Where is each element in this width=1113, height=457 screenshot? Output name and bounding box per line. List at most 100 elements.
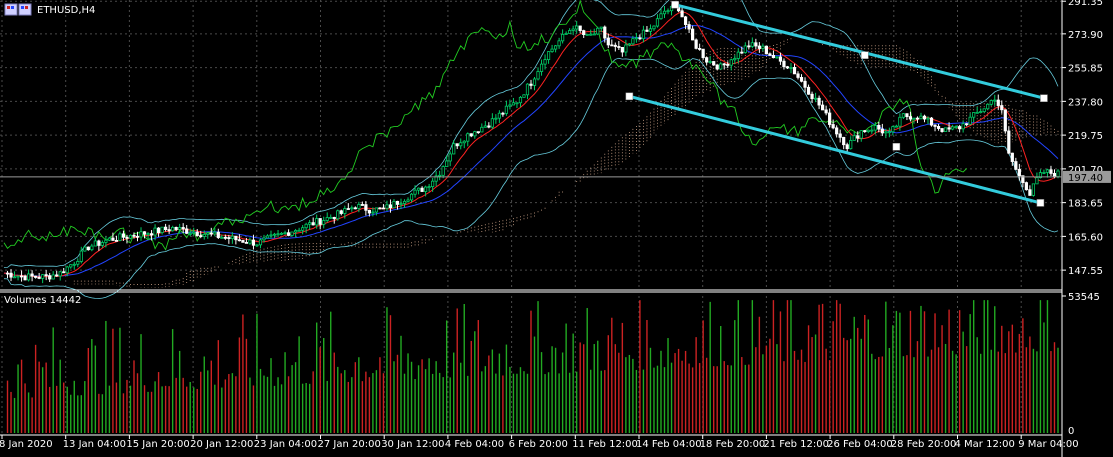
candle-body xyxy=(539,63,544,72)
x-tick-label: 8 Jan 2020 xyxy=(0,439,53,450)
candle-body xyxy=(167,229,171,232)
candle-body xyxy=(388,204,393,209)
candle-body xyxy=(304,223,308,229)
candle-body xyxy=(195,231,199,236)
candle-body xyxy=(901,113,906,118)
candle-body xyxy=(402,200,407,204)
candle-body xyxy=(286,232,291,236)
candle-body xyxy=(483,125,487,128)
x-tick-label: 27 Jan 20:00 xyxy=(318,439,381,450)
candle-body xyxy=(905,113,909,118)
candle-body xyxy=(870,129,874,132)
candle-body xyxy=(863,130,867,133)
candle-body xyxy=(606,37,610,46)
trend-channel[interactable] xyxy=(625,0,1048,207)
x-tick-label: 18 Feb 20:00 xyxy=(700,439,766,450)
candle-body xyxy=(729,59,733,66)
candle-body xyxy=(149,233,154,236)
candle-body xyxy=(374,207,379,213)
candle-body xyxy=(757,45,761,49)
candle-body xyxy=(9,272,13,278)
candle-body xyxy=(522,94,526,98)
candle-body xyxy=(1031,183,1036,196)
candle-body xyxy=(125,236,129,239)
candle-body xyxy=(142,231,147,235)
candle-body xyxy=(972,112,976,118)
candle-body xyxy=(19,275,24,278)
y-tick-label: 147.55 xyxy=(1068,266,1103,277)
candle-body xyxy=(381,207,386,210)
candle-body xyxy=(272,233,277,236)
candle-body xyxy=(244,241,249,244)
candle-body xyxy=(546,51,551,61)
candle-body xyxy=(34,275,38,278)
candle-body xyxy=(880,128,884,134)
candle-body xyxy=(171,226,175,232)
candle-body xyxy=(350,207,354,210)
candle-body xyxy=(459,142,463,147)
candle-body xyxy=(613,44,617,47)
candle-body xyxy=(220,236,224,239)
candle-body xyxy=(715,64,719,70)
candle-body xyxy=(44,274,48,277)
candle-body xyxy=(241,240,245,243)
candle-body xyxy=(768,53,772,56)
candle-body xyxy=(775,56,779,59)
candle-body xyxy=(395,200,400,205)
candle-body xyxy=(360,204,364,206)
candle-body xyxy=(831,124,835,129)
candle-body xyxy=(12,276,17,279)
candle-body xyxy=(156,227,161,234)
candle-body xyxy=(427,186,431,189)
candle-body xyxy=(627,43,631,46)
candle-body xyxy=(227,237,231,239)
candle-body xyxy=(947,127,951,130)
candle-body xyxy=(192,231,196,234)
candle-body xyxy=(62,271,66,274)
candle-body xyxy=(958,126,962,130)
candle-body xyxy=(1024,182,1028,191)
channel-handle xyxy=(861,51,869,59)
candle-body xyxy=(251,239,256,246)
candle-body xyxy=(487,125,491,128)
candle-body xyxy=(378,207,382,210)
candle-body xyxy=(104,239,108,243)
candle-body xyxy=(571,28,575,31)
bollinger-upper xyxy=(3,0,1059,268)
candle-body xyxy=(164,226,168,231)
candle-body xyxy=(51,274,55,280)
candle-body xyxy=(65,266,69,274)
candle-body xyxy=(76,261,80,265)
candle-body xyxy=(16,275,20,278)
candle-body xyxy=(645,29,649,32)
candle-body xyxy=(933,124,937,127)
candle-body xyxy=(965,123,969,126)
candle-body xyxy=(582,30,586,36)
candle-body xyxy=(648,28,653,32)
candle-body xyxy=(297,229,301,232)
candle-body xyxy=(701,48,705,59)
candle-body xyxy=(617,46,621,48)
x-tick-label: 4 Mar 12:00 xyxy=(955,439,1015,450)
candle-body xyxy=(237,239,241,242)
candle-body xyxy=(353,207,357,210)
candle-body xyxy=(993,99,997,102)
candle-body xyxy=(100,242,104,246)
candle-body xyxy=(230,235,234,239)
candle-body xyxy=(525,83,530,96)
candle-body xyxy=(940,128,944,132)
candle-body xyxy=(722,63,726,66)
candle-body xyxy=(501,112,505,115)
candle-body xyxy=(339,210,343,214)
candle-body xyxy=(817,97,821,106)
candle-body xyxy=(705,57,709,63)
candle-body xyxy=(922,115,927,120)
candle-body xyxy=(367,209,371,214)
candle-body xyxy=(469,133,473,137)
volume-min-label: 0 xyxy=(1068,426,1074,437)
candle-body xyxy=(799,77,804,82)
x-tick-label: 11 Feb 12:00 xyxy=(572,439,638,450)
candle-body xyxy=(852,135,856,141)
candle-body xyxy=(884,131,888,134)
